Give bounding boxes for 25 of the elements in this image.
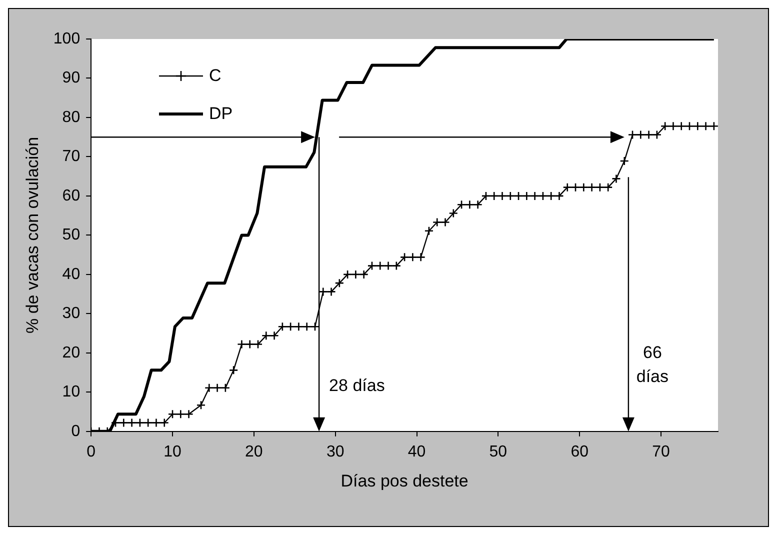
y-tick-label: 80 <box>62 108 80 126</box>
y-tick-label: 10 <box>62 384 80 401</box>
x-axis-title: Días pos destete <box>340 471 468 490</box>
x-tick-label: 10 <box>164 443 182 460</box>
x-tick-label: 40 <box>408 443 426 460</box>
legend-label: DP <box>209 104 233 124</box>
x-tick-label: 20 <box>245 443 263 460</box>
y-tick-label: 60 <box>62 187 80 204</box>
x-tick-label: 0 <box>86 443 96 460</box>
y-tick-label: 100 <box>53 30 80 48</box>
y-tick-label: 40 <box>62 266 80 283</box>
x-tick-label: 50 <box>489 443 508 460</box>
ref-line-label: 66 días <box>636 343 669 386</box>
y-tick-label: 20 <box>62 344 80 362</box>
x-tick-label: 70 <box>652 443 670 460</box>
y-tick-label: 70 <box>62 148 80 166</box>
y-tick-label: 0 <box>71 422 80 440</box>
ref-line-label: 28 días <box>329 376 385 396</box>
x-tick-label: 30 <box>326 443 344 460</box>
y-tick-label: 50 <box>62 226 80 244</box>
y-tick-label: 30 <box>62 305 80 322</box>
x-tick-label: 60 <box>570 443 589 460</box>
legend-label: C <box>209 66 222 86</box>
y-tick-label: 90 <box>62 70 80 87</box>
y-axis-title: % de vacas con ovulación <box>22 136 42 334</box>
